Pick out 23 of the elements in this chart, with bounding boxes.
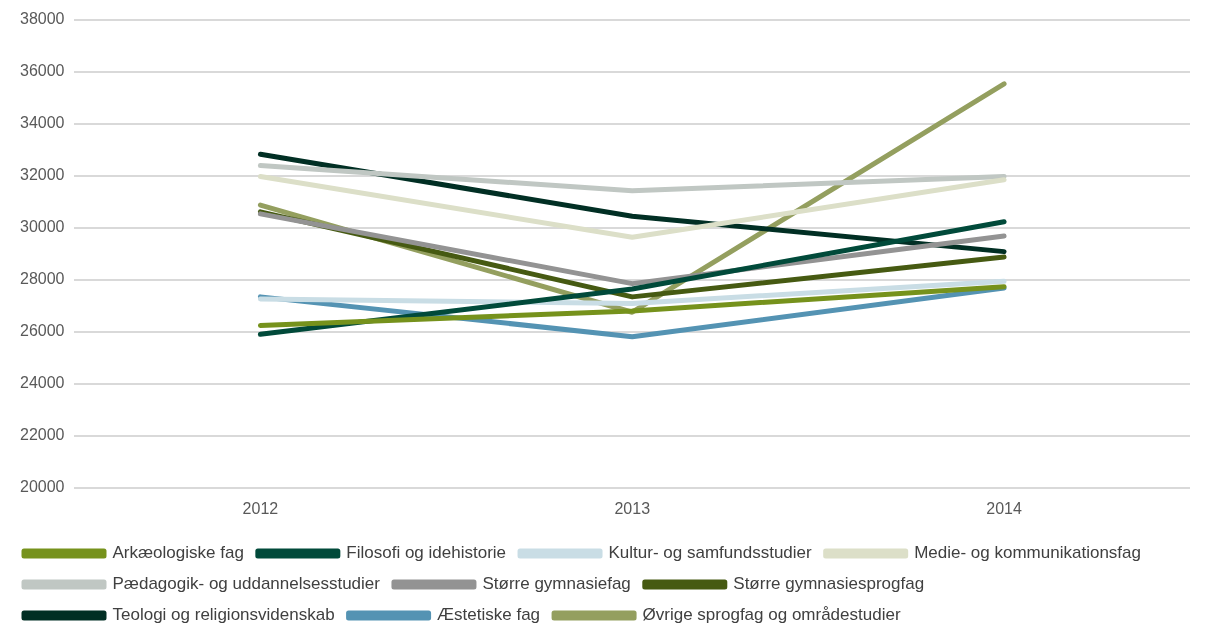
y-tick-label: 28000	[19, 270, 65, 288]
legend-label: Æstetiske fag	[437, 605, 541, 625]
y-tick-label: 32000	[19, 166, 65, 184]
legend-label: Teologi og religionsvidenskab	[112, 605, 335, 625]
x-tick-label: 2014	[986, 499, 1022, 517]
y-tick-label: 38000	[19, 10, 65, 28]
y-tick-label: 30000	[19, 218, 65, 236]
legend-label: Filosofi og idehistorie	[346, 543, 507, 563]
legend-label: Arkæologiske fag	[112, 543, 244, 563]
x-tick-label: 2012	[242, 499, 279, 517]
legend-label: Større gymnasiefag	[482, 574, 631, 594]
y-tick-label: 34000	[19, 114, 65, 132]
x-tick-label: 2013	[614, 499, 651, 517]
y-tick-label: 36000	[19, 62, 65, 80]
legend-label: Større gymnasiesprogfag	[733, 574, 925, 594]
legend-label: Øvrige sprogfag og områdestudier	[642, 605, 901, 625]
y-tick-label: 22000	[19, 426, 65, 444]
y-tick-label: 24000	[19, 374, 65, 392]
y-tick-label: 26000	[19, 322, 65, 340]
y-tick-label: 20000	[19, 478, 65, 496]
legend-label: Pædagogik- og uddannelsesstudier	[112, 574, 381, 594]
legend-label: Kultur- og samfundsstudier	[608, 543, 813, 563]
legend-label: Medie- og kommunikationsfag	[914, 543, 1141, 563]
